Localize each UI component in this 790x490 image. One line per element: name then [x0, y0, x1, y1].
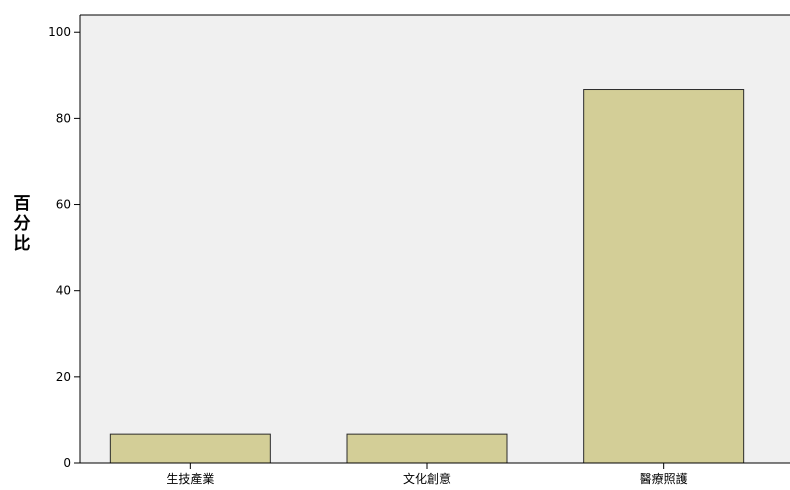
- bar: [109, 433, 271, 464]
- bars: [109, 89, 745, 464]
- bar: [583, 89, 745, 464]
- y-tick-label: 0: [63, 456, 71, 470]
- y-tick-label: 80: [56, 111, 71, 125]
- y-tick-label: 40: [56, 284, 71, 298]
- y-axis-ticks: 0 20 40 60 80 100: [48, 25, 80, 470]
- y-tick-label: 100: [48, 25, 71, 39]
- x-axis-ticks: 生技產業 文化創意 醫療照護: [166, 463, 688, 486]
- x-tick-label: 生技產業: [166, 471, 214, 486]
- x-tick-label: 文化創意: [403, 471, 451, 486]
- y-axis-title: 百分比: [14, 194, 31, 254]
- bar: [346, 433, 508, 464]
- x-tick-label: 醫療照護: [640, 471, 688, 486]
- y-tick-label: 60: [56, 198, 71, 212]
- y-tick-label: 20: [56, 370, 71, 384]
